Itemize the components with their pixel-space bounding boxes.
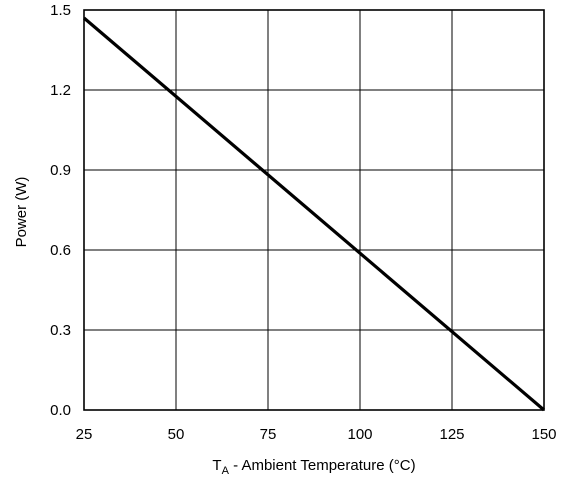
y-tick-label: 1.5 [50,2,71,19]
x-tick-labels: 25 50 75 100 125 150 [76,426,557,443]
y-tick-label: 0.9 [50,162,71,179]
x-tick-label: 100 [347,426,372,443]
x-tick-label: 150 [531,426,556,443]
x-tick-label: 25 [76,426,93,443]
x-tick-label: 50 [168,426,185,443]
y-axis-label: Power (W) [13,177,30,248]
y-tick-labels: 0.0 0.3 0.6 0.9 1.2 1.5 [50,2,71,419]
plot-frame [83,9,545,411]
x-tick-label: 75 [260,426,277,443]
series-line-power [82,16,546,412]
y-tick-label: 0.6 [50,242,71,259]
series-layer [82,16,546,412]
x-axis-label: TA - Ambient Temperature (°C) [212,457,415,477]
x-tick-label: 125 [439,426,464,443]
y-tick-label: 0.0 [50,402,71,419]
y-tick-label: 1.2 [50,82,71,99]
y-tick-label: 0.3 [50,322,71,339]
